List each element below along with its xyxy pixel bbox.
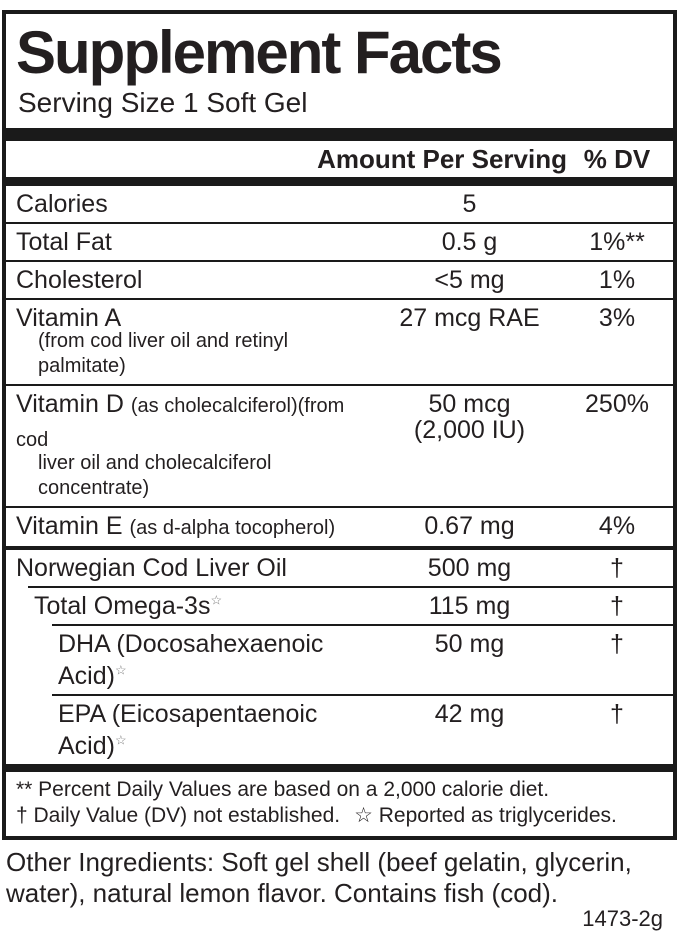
nutrient-dv: †	[610, 700, 624, 728]
divider-thin	[6, 222, 673, 224]
other-ingredients-line: Other Ingredients: Soft gel shell (beef …	[6, 847, 632, 877]
nutrient-row-calories: Calories 5	[6, 186, 673, 222]
nutrient-dv: 1%	[598, 266, 636, 294]
nutrient-source-note: (as cholecalciferol)(from cod	[16, 395, 345, 451]
nutrient-dv: 250%	[585, 390, 649, 418]
nutrient-dv: 3%	[598, 304, 636, 332]
divider-thin	[6, 298, 673, 300]
nutrient-name: Norwegian Cod Liver Oil	[16, 554, 287, 582]
nutrient-name: Vitamin A (from cod liver oil and retiny…	[16, 302, 372, 382]
nutrient-name: Total Fat	[16, 228, 112, 256]
nutrient-amount: 50 mcg (2,000 IU)	[372, 388, 567, 446]
footnote-dv-and-triglycerides: † Daily Value (DV) not established. ☆ Rep…	[16, 803, 663, 829]
divider-medium	[6, 546, 673, 550]
nutrient-source-note: liver oil and cholecalciferol concentrat…	[38, 452, 272, 499]
nutrient-dv: 4%	[598, 512, 636, 540]
divider-thin-indented	[28, 586, 673, 588]
nutrient-name: Calories	[16, 190, 108, 218]
panel-title: Supplement Facts	[16, 19, 503, 86]
nutrient-dv: †	[610, 592, 624, 620]
nutrient-amount: 27 mcg RAE	[399, 304, 540, 332]
product-code: 1473-2g	[582, 906, 663, 931]
nutrient-row-total-fat: Total Fat 0.5 g 1%**	[6, 224, 673, 260]
nutrient-row-cod-liver-oil: Norwegian Cod Liver Oil 500 mg †	[6, 550, 673, 586]
divider-thin	[6, 384, 673, 386]
nutrient-row-vitamin-d: Vitamin D (as cholecalciferol)(from cod …	[6, 386, 673, 506]
nutrient-row-epa: EPA (Eicosapentaenoic Acid)☆ 42 mg †	[6, 696, 673, 764]
nutrient-amount: 42 mg	[434, 700, 505, 728]
nutrient-source-note: (from cod liver oil and retinyl palmitat…	[38, 330, 289, 377]
divider-thick-header	[6, 177, 673, 186]
nutrient-row-vitamin-e: Vitamin E (as d-alpha tocopherol) 0.67 m…	[6, 508, 673, 546]
other-ingredients: Other Ingredients: Soft gel shell (beef …	[0, 840, 679, 909]
footnote-triglycerides: ☆ Reported as triglycerides.	[354, 804, 617, 827]
triglyceride-star-icon: ☆	[114, 732, 127, 748]
nutrient-source-note: (as d-alpha tocopherol)	[129, 517, 336, 539]
divider-thin-indented	[52, 624, 673, 626]
divider-thick-bottom	[6, 764, 673, 772]
nutrient-amount: 5	[462, 190, 477, 218]
triglyceride-star-icon: ☆	[114, 662, 127, 678]
nutrient-dv: 1%**	[589, 228, 645, 256]
nutrient-amount: <5 mg	[434, 266, 505, 294]
footnotes: ** Percent Daily Values are based on a 2…	[6, 772, 673, 836]
nutrient-dv: †	[610, 554, 624, 582]
column-header-dv: % DV	[583, 144, 651, 174]
nutrient-row-vitamin-a: Vitamin A (from cod liver oil and retiny…	[6, 300, 673, 384]
footnote-daily-values: ** Percent Daily Values are based on a 2…	[16, 778, 550, 801]
nutrient-row-dha: DHA (Docosahexaenoic Acid)☆ 50 mg †	[6, 626, 673, 694]
nutrient-name: Vitamin E (as d-alpha tocopherol)	[16, 512, 336, 540]
divider-thin	[6, 506, 673, 508]
nutrient-name: Vitamin D (as cholecalciferol)(from cod …	[16, 388, 372, 504]
nutrient-amount: 0.67 mg	[424, 512, 515, 540]
nutrient-name: Cholesterol	[16, 266, 143, 294]
other-ingredients-line: water), natural lemon flavor. Contains f…	[6, 878, 559, 908]
nutrient-amount-alt: (2,000 IU)	[413, 416, 526, 444]
nutrient-name: DHA (Docosahexaenoic Acid)☆	[58, 630, 324, 690]
divider-thin	[6, 260, 673, 262]
column-header-amount: Amount Per Serving	[317, 144, 567, 174]
nutrient-row-omega-3s: Total Omega-3s☆ 115 mg †	[6, 588, 673, 624]
nutrient-amount: 50 mg	[434, 630, 505, 658]
nutrient-amount: 500 mg	[427, 554, 512, 582]
nutrient-dv: †	[610, 630, 624, 658]
nutrient-amount: 0.5 g	[441, 228, 498, 256]
nutrient-row-cholesterol: Cholesterol <5 mg 1%	[6, 262, 673, 298]
footnote-dv-not-established: † Daily Value (DV) not established.	[16, 804, 341, 827]
divider-thick-top	[6, 128, 673, 141]
serving-size: Serving Size 1 Soft Gel	[18, 87, 308, 118]
nutrient-name: EPA (Eicosapentaenoic Acid)☆	[58, 700, 318, 760]
triglyceride-star-icon: ☆	[210, 592, 223, 608]
nutrient-amount: 115 mg	[428, 592, 511, 620]
supplement-facts-panel: Supplement Facts Serving Size 1 Soft Gel…	[2, 10, 677, 840]
nutrient-name: Total Omega-3s☆	[34, 592, 223, 620]
column-header-row: Amount Per Serving % DV	[6, 141, 673, 177]
divider-thin-indented	[52, 694, 673, 696]
